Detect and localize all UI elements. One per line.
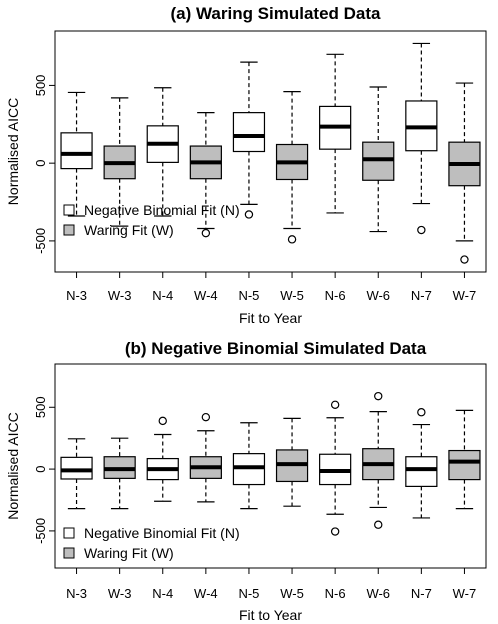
box-N-4 [146,87,179,217]
outlier-point [287,235,297,244]
x-tick-label: N-4 [152,288,173,303]
x-tick-label: N-7 [411,288,432,303]
outlier-point [417,408,426,417]
panel-b: (b) Negative Binomial Simulated Data Norm… [5,339,487,623]
box-W-5 [275,417,309,507]
box-N-7 [405,408,438,519]
y-tick-label: 500 [33,396,48,418]
x-tick-label: N-6 [325,586,346,601]
x-tick-label: N-5 [238,586,259,601]
outlier-point [374,520,383,529]
iqr-box [405,456,438,487]
outlier-point [417,225,426,235]
box-N-5 [232,422,266,510]
y-axis-label: Normalised AICC [5,98,21,205]
box-W-7 [448,409,481,510]
legend-swatch [63,224,75,236]
x-tick-label: W-3 [108,586,132,601]
box-N-4 [146,416,179,502]
chart-title: (b) Negative Binomial Simulated Data [125,339,427,358]
panel-a: (a) Waring Simulated Data Normalised AICC… [5,4,487,326]
x-tick-label: W-4 [194,288,218,303]
x-tick-label: W-6 [366,586,390,601]
x-axis-label: Fit to Year [239,310,302,326]
x-tick-label: N-6 [325,288,346,303]
x-tick-label: W-5 [280,288,304,303]
y-tick-label: -500 [33,228,48,254]
iqr-box [448,449,481,481]
box-W-3 [103,437,136,510]
outlier-point [201,412,211,422]
box-N-6 [319,400,352,536]
legend-swatch [63,547,75,559]
legend-swatch [63,204,75,216]
legend-label: Negative Binomial Fit (N) [84,525,240,541]
box-W-6 [362,86,395,233]
x-tick-label: N-3 [66,586,87,601]
iqr-box [60,456,93,480]
box-N-3 [60,91,93,217]
legend-label: Waring Fit (W) [84,222,174,238]
chart-title: (a) Waring Simulated Data [170,4,381,23]
box-N-6 [319,53,352,214]
iqr-box [232,112,266,153]
legend-swatch [63,527,75,539]
box-W-6 [362,391,395,529]
y-tick-label: 0 [33,160,48,167]
box-W-4 [189,412,222,503]
y-tick-label: 500 [33,75,48,97]
x-axis-label: Fit to Year [239,607,302,623]
outlier-point [330,400,340,409]
x-tick-label: W-6 [366,288,390,303]
x-tick-label: W-7 [453,586,477,601]
y-tick-label: 0 [33,465,48,472]
legend-label: Waring Fit (W) [84,545,174,561]
outlier-point [374,391,383,401]
box-W-5 [275,91,309,244]
outlier-point [330,527,340,536]
plot-frame [54,363,487,569]
box-N-5 [232,61,266,219]
plot-frame [54,30,487,273]
x-tick-label: W-3 [108,288,132,303]
x-tick-label: N-4 [152,586,173,601]
outlier-point [158,416,167,426]
y-tick-label: -500 [33,518,48,544]
x-tick-label: W-7 [453,288,477,303]
box-N-3 [60,438,93,510]
iqr-box [60,132,93,170]
outlier-point [201,228,211,238]
box-W-4 [189,112,222,238]
y-axis-label: Normalised AICC [5,412,21,519]
outlier-point [460,255,469,264]
x-tick-label: N-5 [238,288,259,303]
x-tick-label: W-5 [280,586,304,601]
x-tick-label: W-4 [194,586,218,601]
outlier-point [244,210,254,219]
x-tick-label: N-3 [66,288,87,303]
box-N-7 [405,42,438,235]
x-tick-label: N-7 [411,586,432,601]
legend-label: Negative Binomial Fit (N) [84,202,240,218]
box-W-7 [448,82,481,264]
box-W-3 [103,97,136,227]
